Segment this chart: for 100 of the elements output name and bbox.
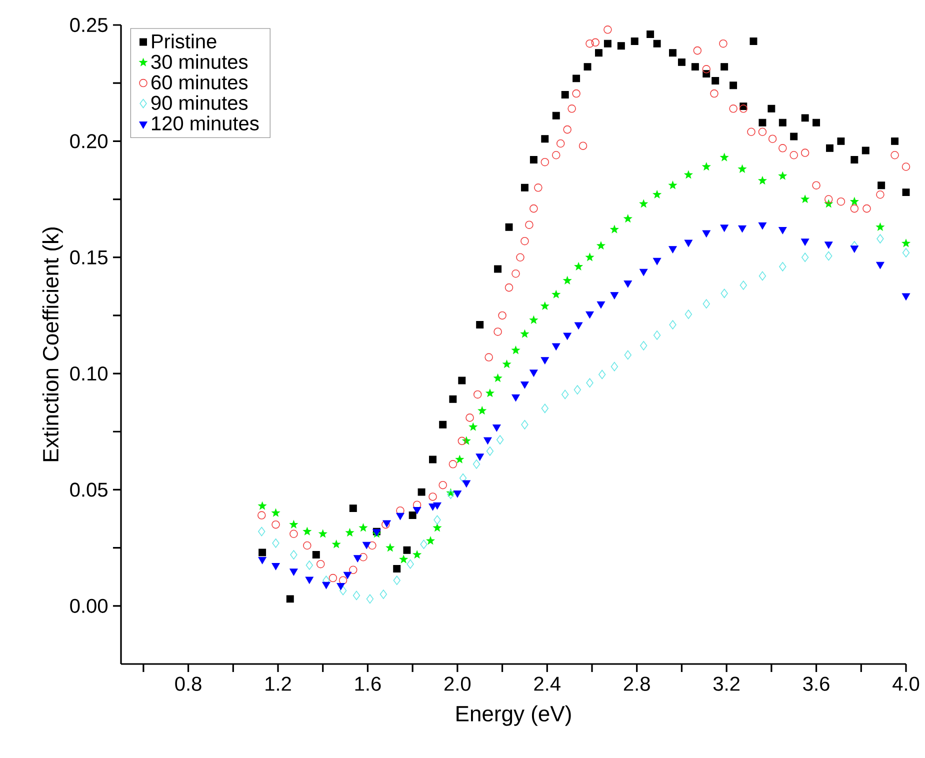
point bbox=[339, 586, 347, 596]
x-tick-label: 2.8 bbox=[624, 676, 650, 691]
point bbox=[504, 283, 514, 292]
point bbox=[862, 146, 870, 154]
point bbox=[322, 582, 330, 589]
point bbox=[902, 188, 910, 196]
point bbox=[530, 156, 538, 164]
point bbox=[572, 89, 580, 98]
point bbox=[678, 58, 686, 66]
y-tick-label: 0.00 bbox=[70, 598, 108, 613]
point bbox=[720, 63, 728, 71]
point bbox=[586, 378, 594, 388]
point bbox=[520, 329, 530, 338]
point bbox=[303, 541, 312, 550]
point bbox=[837, 137, 845, 145]
point bbox=[826, 144, 834, 152]
point bbox=[433, 502, 442, 510]
point bbox=[368, 541, 376, 550]
point bbox=[800, 148, 810, 157]
point bbox=[729, 104, 738, 113]
point bbox=[505, 223, 513, 231]
point bbox=[574, 385, 582, 394]
legend-label: 90 minutes bbox=[151, 95, 248, 110]
point bbox=[406, 559, 414, 569]
point bbox=[800, 194, 810, 204]
point bbox=[349, 504, 357, 512]
point bbox=[439, 420, 447, 428]
point bbox=[534, 184, 542, 192]
point bbox=[521, 420, 528, 430]
point bbox=[563, 332, 572, 340]
point bbox=[562, 276, 572, 284]
point bbox=[598, 370, 606, 380]
point bbox=[380, 590, 388, 599]
point bbox=[750, 38, 758, 45]
point bbox=[768, 134, 777, 143]
point bbox=[328, 574, 338, 582]
point bbox=[653, 330, 661, 340]
point bbox=[520, 382, 529, 389]
point bbox=[386, 543, 395, 552]
point bbox=[668, 180, 678, 190]
point bbox=[684, 170, 694, 179]
point bbox=[812, 118, 820, 126]
point bbox=[272, 563, 280, 570]
point bbox=[630, 38, 638, 45]
x-tick-label: 3.6 bbox=[803, 676, 830, 691]
point bbox=[290, 550, 298, 560]
point bbox=[730, 82, 738, 90]
point bbox=[484, 437, 492, 444]
point bbox=[850, 204, 859, 213]
point bbox=[432, 523, 442, 532]
point bbox=[712, 77, 720, 84]
point bbox=[653, 40, 661, 48]
point bbox=[516, 253, 524, 262]
point bbox=[468, 422, 478, 431]
point bbox=[586, 39, 594, 48]
point bbox=[366, 594, 374, 604]
point bbox=[462, 480, 470, 488]
point bbox=[876, 234, 884, 244]
point bbox=[438, 480, 447, 490]
point bbox=[496, 435, 504, 444]
point bbox=[540, 357, 549, 364]
point bbox=[289, 520, 298, 528]
point bbox=[812, 181, 820, 190]
point bbox=[758, 222, 767, 230]
point bbox=[396, 512, 404, 520]
point bbox=[502, 359, 512, 368]
point bbox=[428, 492, 437, 501]
point bbox=[578, 142, 588, 150]
point bbox=[552, 343, 560, 350]
point bbox=[312, 551, 320, 559]
point bbox=[305, 576, 314, 584]
point bbox=[572, 74, 580, 82]
point bbox=[596, 240, 606, 250]
point bbox=[418, 488, 426, 496]
y-tick-label: 0.10 bbox=[70, 366, 108, 381]
point bbox=[478, 406, 487, 415]
point bbox=[596, 301, 606, 309]
point bbox=[530, 204, 538, 213]
point bbox=[352, 590, 360, 600]
point bbox=[891, 137, 899, 145]
point bbox=[343, 572, 352, 579]
point bbox=[850, 156, 858, 164]
point bbox=[338, 576, 348, 584]
point bbox=[512, 269, 520, 278]
point bbox=[778, 118, 786, 126]
point bbox=[316, 560, 325, 568]
point bbox=[449, 395, 457, 403]
point bbox=[719, 39, 728, 48]
point bbox=[768, 104, 776, 112]
point bbox=[720, 152, 729, 162]
point bbox=[639, 199, 648, 208]
point bbox=[257, 511, 266, 520]
point bbox=[494, 328, 502, 336]
point bbox=[359, 552, 368, 562]
point bbox=[624, 350, 632, 360]
point bbox=[747, 128, 756, 136]
point bbox=[790, 150, 798, 160]
point bbox=[484, 353, 493, 362]
x-tick-label: 1.6 bbox=[355, 676, 381, 691]
point bbox=[584, 63, 592, 71]
